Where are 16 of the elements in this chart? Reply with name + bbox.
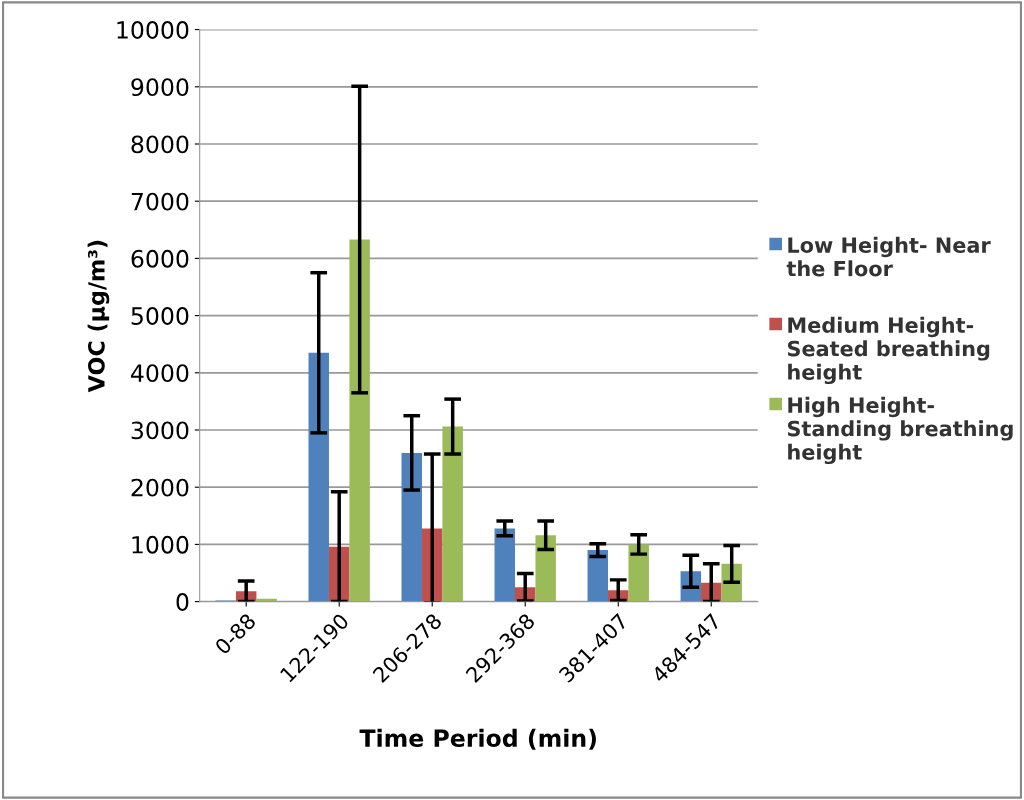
y-tick-label: 1000 [132, 535, 189, 554]
y-tick-label: 8000 [131, 135, 189, 154]
legend-label: High Height- Standing breathing height [787, 396, 1013, 465]
y-tick-label: 5000 [131, 307, 189, 325]
y-tick-label: 0 [176, 593, 189, 611]
legend-label: Low Height- Near the Floor [786, 236, 991, 277]
y-axis-title: VOC (µg/m³) [87, 240, 110, 393]
y-tick-label: 6000 [131, 249, 189, 268]
y-tick-label: 9000 [131, 78, 189, 97]
y-tick-label: 4000 [131, 364, 189, 383]
x-axis-title: Time Period (min) [359, 728, 596, 750]
legend-label: Medium Height- Seated breathing height [787, 316, 990, 385]
y-tick-label: 10000 [117, 21, 189, 39]
y-tick-label: 3000 [131, 421, 189, 440]
y-tick-label: 2000 [131, 478, 189, 497]
y-tick-label: 7000 [131, 192, 189, 211]
